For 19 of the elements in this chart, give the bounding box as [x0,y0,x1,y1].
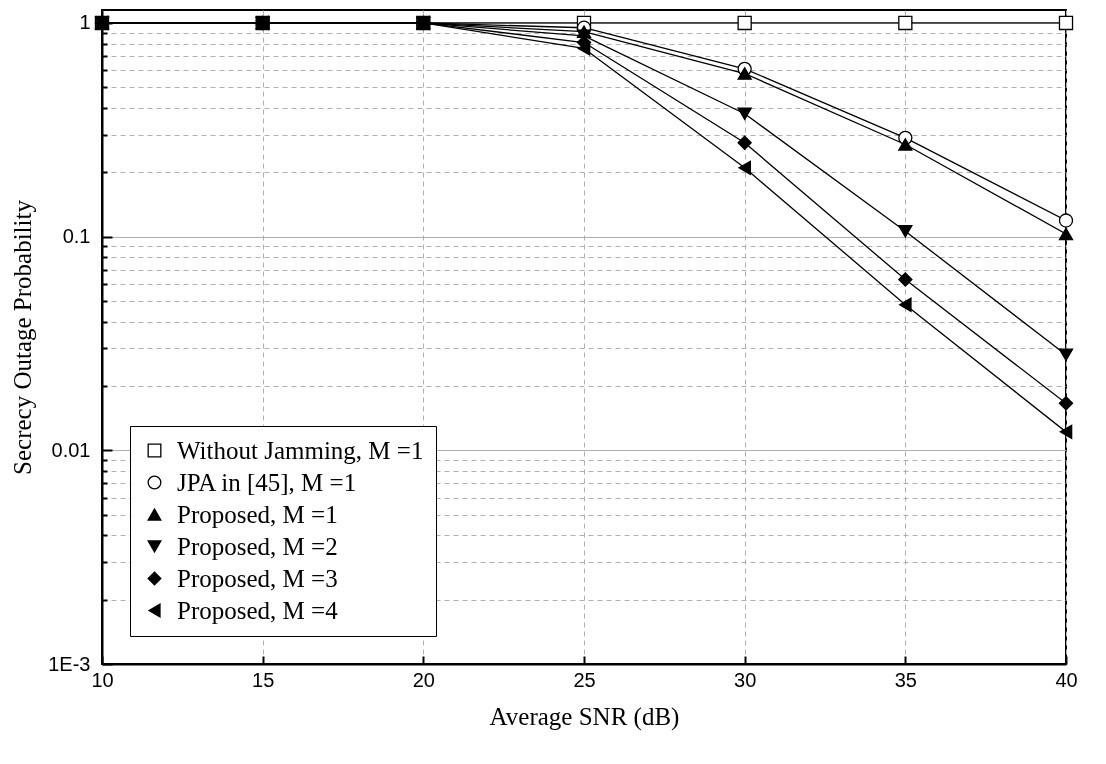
legend-label: Proposed, M =2 [177,532,338,560]
x-tick-label: 30 [734,668,757,691]
y-tick-label: 0.1 [62,225,91,248]
y-tick-label: 0.01 [51,438,91,461]
x-tick-label: 40 [1055,668,1078,691]
y-tick-label: 1 [79,11,91,34]
x-axis-title: Average SNR (dB) [489,702,680,731]
x-tick-label: 20 [412,668,435,691]
legend-label: Proposed, M =4 [177,596,339,624]
x-tick-label: 10 [91,668,114,691]
x-tick-label: 15 [252,668,275,691]
legend-label: Proposed, M =3 [177,564,338,592]
y-axis-title: Secrecy Outage Probability [9,199,37,475]
legend-label: JPA in [45], M =1 [177,468,357,496]
legend-label: Without Jamming, M =1 [177,436,424,464]
y-tick-label: 1E-3 [48,652,91,675]
x-tick-label: 25 [573,668,596,691]
legend-label: Proposed, M =1 [177,500,338,528]
x-tick-label: 35 [894,668,917,691]
